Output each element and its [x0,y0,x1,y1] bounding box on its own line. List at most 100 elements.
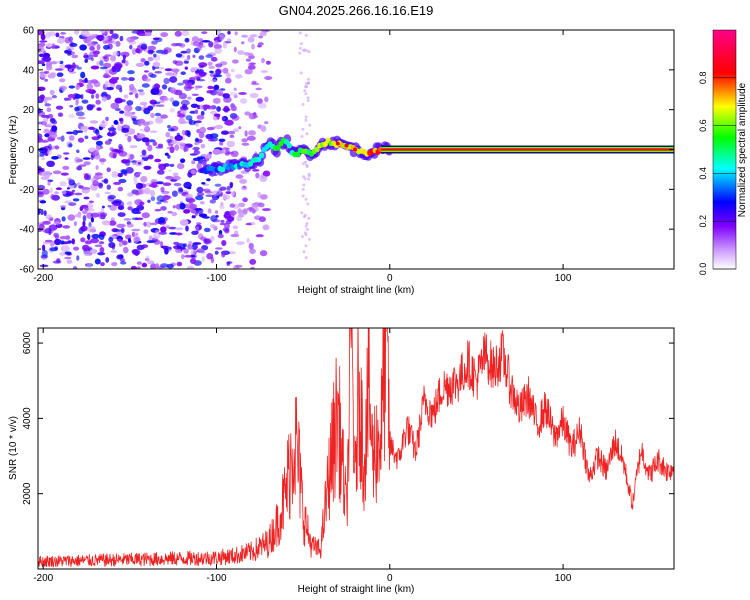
spectrogram-cell [232,59,239,64]
spectrogram-cell [181,129,186,136]
spectrogram-cell [195,195,204,201]
spectrogram-cell [76,149,80,154]
spectrogram-cell [298,31,302,35]
spectrogram-cell [65,235,71,240]
spectrogram-cell [260,125,267,132]
spectrogram-cell [218,230,223,235]
spectrogram-cell [39,40,48,43]
spectrogram-cell [214,210,219,215]
spectrogram-cell [75,99,79,106]
spectrogram-cell [53,232,60,238]
spectrogram-cell [69,104,74,108]
y-tick-label: -60 [20,265,35,276]
colorbar-tick-label: 0.8 [698,72,708,85]
spectrogram-cell [252,169,260,172]
spectrogram-cell [178,188,184,193]
spectrogram-cell [168,169,172,172]
spectrogram-cell [198,71,207,77]
spectrogram-cell [99,123,107,128]
spectrogram-cell [42,241,51,245]
spectrogram-cell [304,118,308,122]
spectrogram-cell [141,244,149,249]
spectrogram-cell [68,135,75,141]
spectrogram-cell [56,60,61,64]
spectrogram-cell [244,111,251,116]
spectrogram-cell [353,147,358,152]
spectrogram-cell [119,223,126,228]
spectrogram-cell [86,262,92,268]
spectrogram-cell [173,241,180,245]
spectrogram-cell [96,107,102,111]
spectrogram-cell [180,99,190,106]
spectrogram-cell [305,165,309,168]
spectrogram-cell [192,146,200,151]
spectrogram-cell [216,106,222,112]
spectrogram-cell [218,138,226,142]
spectrogram-cell [43,130,52,134]
spectrogram-cell [95,99,101,105]
spectrogram-cell [127,135,132,143]
spectrogram-cell [99,66,108,70]
spectrogram-cell [120,77,129,81]
spectrogram-cell [86,35,95,41]
spectrogram-cell [109,147,114,151]
spectrogram-cell [111,65,117,73]
spectrogram-cell [194,141,200,146]
spectrogram-cell [133,176,138,183]
spectrogram-cell [147,144,153,152]
spectrogram-cell [141,121,150,126]
spectrogram-cell [186,130,191,138]
spectrogram-cell [207,85,214,90]
spectrogram-cell [255,234,264,238]
spectrogram-cell [174,135,183,141]
spectrogram-cell [306,99,310,103]
spectrogram-cell [303,89,307,93]
spectrogram-cell [241,142,250,146]
spectrogram-cell [157,66,165,70]
spectrogram-cell [173,182,182,187]
spectrogram-cell [160,241,164,248]
spectrogram-cell [164,247,169,255]
spectrogram-cell [197,192,205,197]
spectrogram-cell [230,233,240,238]
spectrogram-cell [188,245,193,250]
spectrogram-cell [50,240,55,247]
spectrogram-cell [227,216,235,222]
spectrogram-cell [62,225,71,229]
spectrogram-cell [157,143,164,148]
spectrogram-cell [226,151,235,155]
spectrogram-cell [119,110,125,114]
spectrogram-cell [304,115,308,119]
spectrogram-cell [264,76,273,80]
spectrogram-cell [212,97,221,104]
spectrogram-cell [155,263,160,269]
spectrogram-cell [107,127,117,132]
spectrogram-cell [174,68,179,74]
spectrogram-cell [228,210,237,216]
spectrogram-cell [106,167,111,172]
spectrogram-cell [67,97,72,101]
spectrogram-cell [124,133,129,137]
spectrogram-cell [61,216,66,222]
spectrogram-cell [97,135,103,139]
spectrogram-cell [219,141,224,146]
spectrogram-cell [209,70,214,74]
spectrogram-cell [198,213,208,218]
spectrogram-cell [169,232,178,235]
spectrogram-cell [55,105,64,110]
spectrogram-cell [184,203,190,209]
spectrogram-cell [137,162,142,165]
spectrogram-cell [62,152,70,155]
spectrogram-cell [49,247,58,252]
spectrogram-cell [113,120,119,125]
spectrogram-cell [208,41,214,48]
spectrogram-cell [162,182,172,186]
spectrogram-cell [227,251,236,255]
spectrogram-cell [90,237,99,244]
spectrogram-cell [72,189,75,193]
spectrogram-cell [143,165,152,170]
spectrogram-cell [228,130,236,135]
spectrogram-cell [71,238,76,245]
spectrogram-cell [108,236,114,243]
